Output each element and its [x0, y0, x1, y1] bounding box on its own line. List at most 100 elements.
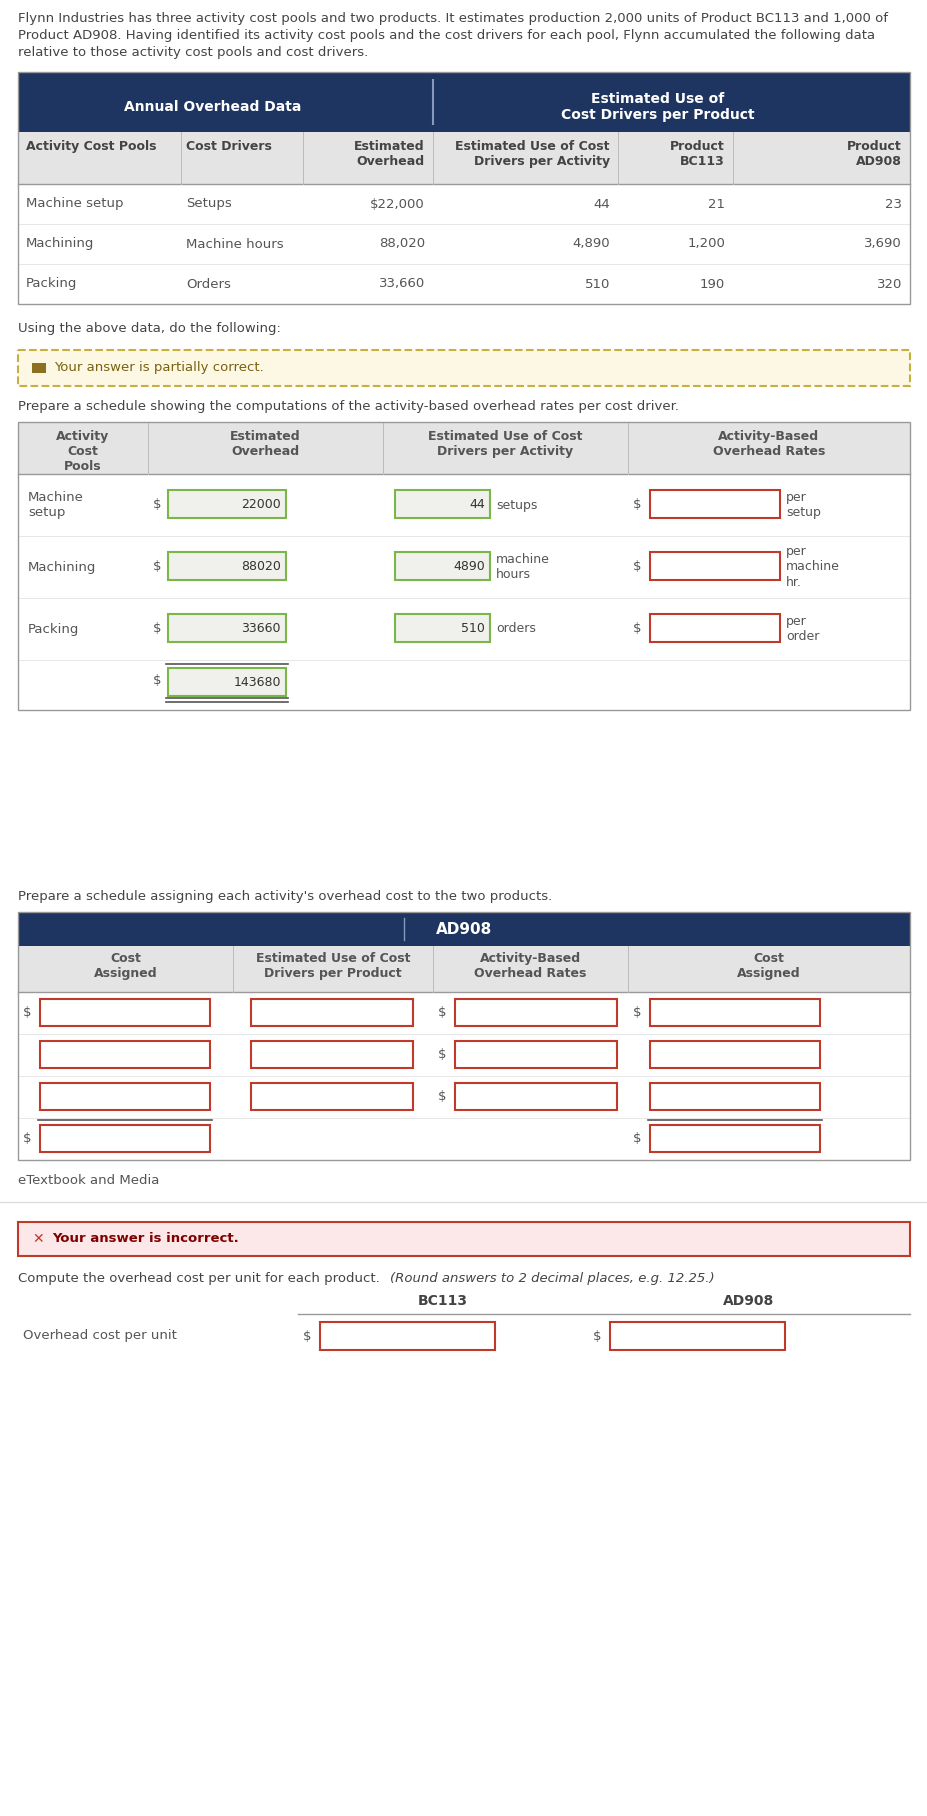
Text: $: $ [23, 1006, 32, 1019]
Bar [18, 946, 909, 992]
Text: $: $ [632, 623, 641, 636]
Text: $: $ [153, 674, 161, 686]
Text: relative to those activity cost pools and cost drivers.: relative to those activity cost pools an… [18, 45, 368, 58]
Bar [18, 421, 909, 474]
Bar [395, 552, 489, 579]
Bar [18, 263, 909, 303]
Text: 4,890: 4,890 [572, 238, 609, 251]
Bar [320, 1322, 494, 1349]
Bar [18, 536, 909, 597]
Text: ✕: ✕ [32, 1231, 44, 1246]
Text: $: $ [438, 1048, 446, 1062]
Bar [168, 490, 286, 518]
Text: Flynn Industries has three activity cost pools and two products. It estimates pr: Flynn Industries has three activity cost… [18, 13, 887, 25]
Text: 510: 510 [584, 278, 609, 291]
Bar [18, 912, 909, 946]
Text: $: $ [438, 1006, 446, 1019]
Bar [250, 999, 413, 1026]
Bar [18, 1222, 909, 1257]
Bar [40, 999, 210, 1026]
Text: Cost
Assigned: Cost Assigned [94, 952, 158, 981]
Text: $: $ [632, 1133, 641, 1146]
Text: Product AD908. Having identified its activity cost pools and the cost drivers fo: Product AD908. Having identified its act… [18, 29, 874, 42]
Bar [395, 490, 489, 518]
Text: $: $ [153, 561, 161, 574]
Text: Overhead cost per unit: Overhead cost per unit [23, 1329, 177, 1342]
Text: machine
hours: machine hours [495, 554, 550, 581]
Bar [40, 1041, 210, 1068]
Text: 33,660: 33,660 [378, 278, 425, 291]
Bar [18, 133, 909, 183]
Text: Cost Drivers: Cost Drivers [185, 140, 272, 153]
Text: Activity
Cost
Pools: Activity Cost Pools [57, 430, 109, 472]
Text: Product
BC113: Product BC113 [669, 140, 724, 169]
Bar [18, 73, 909, 133]
Text: 88,020: 88,020 [378, 238, 425, 251]
Bar [168, 668, 286, 696]
Text: 3,690: 3,690 [863, 238, 901, 251]
Text: $: $ [632, 561, 641, 574]
Bar [454, 1041, 616, 1068]
Text: Your answer is partially correct.: Your answer is partially correct. [54, 361, 263, 374]
Bar [649, 490, 780, 518]
Text: Cost
Assigned: Cost Assigned [736, 952, 800, 981]
Text: Packing: Packing [26, 278, 77, 291]
Text: 510: 510 [461, 621, 485, 634]
Text: Machine
setup: Machine setup [28, 490, 83, 519]
Bar [649, 614, 780, 643]
Text: 33660: 33660 [241, 621, 281, 634]
Text: Estimated
Overhead: Estimated Overhead [230, 430, 300, 458]
Text: $: $ [592, 1329, 601, 1342]
Text: $: $ [438, 1090, 446, 1104]
Bar [649, 1041, 819, 1068]
Text: eTextbook and Media: eTextbook and Media [18, 1173, 159, 1188]
Bar [250, 1041, 413, 1068]
Text: 44: 44 [469, 498, 485, 510]
Bar [18, 597, 909, 659]
Bar [395, 614, 489, 643]
Text: setups: setups [495, 499, 537, 512]
Bar [18, 912, 909, 1160]
Text: $: $ [303, 1329, 311, 1342]
Text: Machining: Machining [28, 561, 96, 574]
Text: Activity-Based
Overhead Rates: Activity-Based Overhead Rates [474, 952, 586, 981]
Text: Estimated
Overhead: Estimated Overhead [354, 140, 425, 169]
Bar [32, 363, 46, 372]
Text: $: $ [632, 499, 641, 512]
Bar [18, 474, 909, 536]
Text: Compute the overhead cost per unit for each product.: Compute the overhead cost per unit for e… [18, 1271, 384, 1286]
Text: Activity Cost Pools: Activity Cost Pools [26, 140, 157, 153]
Bar [18, 992, 909, 1033]
Text: Prepare a schedule assigning each activity's overhead cost to the two products.: Prepare a schedule assigning each activi… [18, 890, 552, 903]
Text: (Round answers to 2 decimal places, e.g. 12.25.): (Round answers to 2 decimal places, e.g.… [389, 1271, 714, 1286]
Text: Estimated Use of Cost
Drivers per Activity: Estimated Use of Cost Drivers per Activi… [427, 430, 582, 458]
Text: 143680: 143680 [234, 676, 281, 688]
Text: AD908: AD908 [436, 921, 491, 937]
Bar [40, 1124, 210, 1151]
Text: $: $ [153, 499, 161, 512]
Text: Estimated Use of Cost
Drivers per Product: Estimated Use of Cost Drivers per Produc… [256, 952, 410, 981]
Text: 88020: 88020 [241, 559, 281, 572]
Bar [18, 1033, 909, 1077]
Text: Machine setup: Machine setup [26, 198, 123, 211]
Text: Setups: Setups [185, 198, 232, 211]
Text: Product
AD908: Product AD908 [846, 140, 901, 169]
Text: 23: 23 [884, 198, 901, 211]
Text: 21: 21 [707, 198, 724, 211]
Bar [168, 552, 286, 579]
Text: orders: orders [495, 623, 535, 636]
Bar [250, 1082, 413, 1110]
Bar [454, 999, 616, 1026]
Text: $22,000: $22,000 [370, 198, 425, 211]
Text: Your answer is incorrect.: Your answer is incorrect. [52, 1233, 238, 1246]
Text: per
order: per order [785, 616, 819, 643]
Bar [18, 1077, 909, 1119]
Bar [18, 183, 909, 223]
Text: per
setup: per setup [785, 490, 820, 519]
Text: 1,200: 1,200 [686, 238, 724, 251]
Text: Using the above data, do the following:: Using the above data, do the following: [18, 321, 281, 334]
Bar [649, 552, 780, 579]
Text: Machine hours: Machine hours [185, 238, 284, 251]
Text: per
machine
hr.: per machine hr. [785, 545, 839, 588]
Bar [18, 1119, 909, 1160]
